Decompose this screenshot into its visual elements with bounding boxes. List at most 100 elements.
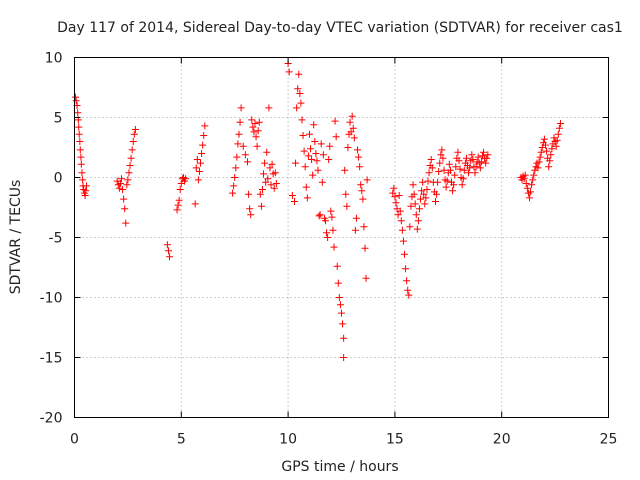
data-point [437, 151, 445, 159]
data-point [200, 132, 208, 139]
data-point [326, 142, 334, 150]
data-point [313, 157, 321, 165]
data-point [316, 211, 324, 219]
data-point [74, 109, 82, 117]
data-point [314, 166, 322, 174]
data-point [446, 166, 454, 174]
data-point [459, 175, 467, 183]
data-point [310, 121, 318, 129]
data-point [428, 164, 436, 172]
data-point [232, 164, 240, 172]
data-point [78, 169, 86, 177]
data-point [349, 124, 357, 132]
x-tick-label: 15 [386, 432, 404, 448]
data-point [483, 154, 491, 162]
data-point [438, 146, 446, 154]
data-point [523, 184, 531, 192]
x-tick-label: 10 [279, 432, 297, 448]
data-point [346, 118, 354, 126]
data-point [407, 202, 415, 210]
data-point [309, 171, 317, 179]
data-point [348, 112, 356, 120]
data-point [338, 309, 345, 317]
data-point [234, 140, 242, 148]
y-tick-label: 10 [45, 51, 63, 67]
data-point [392, 199, 400, 207]
data-point [122, 219, 130, 227]
data-point [344, 144, 352, 151]
data-point [396, 207, 404, 215]
data-point [468, 151, 476, 159]
data-point [120, 195, 128, 203]
data-point [124, 176, 132, 184]
data-point [229, 189, 237, 197]
data-point [423, 186, 431, 193]
data-point [192, 164, 200, 172]
data-point [356, 163, 364, 171]
data-point [433, 190, 441, 198]
data-point [394, 211, 402, 219]
data-point [398, 226, 406, 234]
data-point [321, 217, 329, 225]
data-point [117, 175, 125, 183]
data-point [417, 195, 425, 203]
data-point [176, 186, 184, 193]
data-point [529, 176, 537, 184]
data-point [329, 226, 337, 234]
data-point [543, 147, 551, 155]
data-point [450, 181, 458, 189]
series-arc-8 [389, 146, 492, 299]
data-point [246, 205, 254, 213]
data-point [548, 145, 556, 153]
y-tick-label: -20 [40, 411, 63, 427]
data-point [195, 168, 203, 175]
data-point [341, 166, 349, 174]
data-point [77, 153, 85, 161]
data-point [75, 130, 83, 138]
data-point [163, 241, 171, 249]
data-point [522, 180, 530, 187]
data-points [72, 60, 564, 361]
data-point [443, 177, 451, 185]
data-point [312, 150, 320, 157]
data-point [351, 226, 359, 234]
data-point [325, 156, 333, 163]
data-point [299, 132, 307, 139]
data-point [303, 194, 311, 202]
data-point [342, 190, 350, 198]
data-point [252, 133, 260, 141]
data-point [307, 145, 315, 153]
data-point [460, 166, 468, 174]
data-point [319, 151, 327, 159]
data-point [241, 151, 249, 159]
y-tick-label: -5 [49, 231, 63, 247]
data-point [257, 202, 265, 210]
data-point [270, 184, 278, 192]
data-point [434, 178, 442, 186]
data-point [76, 138, 84, 145]
data-point [556, 120, 564, 127]
data-point [390, 184, 398, 192]
data-point [239, 142, 247, 150]
data-point [121, 205, 129, 213]
data-point [268, 160, 276, 168]
data-point [285, 68, 293, 76]
data-point [293, 104, 301, 112]
data-point [476, 164, 484, 172]
data-point [554, 130, 562, 138]
data-point [198, 150, 206, 157]
series-arc-2 [113, 126, 139, 227]
data-point [166, 253, 174, 261]
data-point [115, 184, 123, 192]
data-point [414, 217, 422, 225]
data-point [474, 153, 482, 161]
data-point [462, 154, 470, 162]
data-point [258, 186, 266, 193]
data-point [427, 156, 435, 163]
data-point [305, 130, 313, 138]
data-point [251, 120, 259, 127]
data-point [359, 195, 367, 203]
series-arc-9 [517, 120, 564, 202]
data-point [245, 190, 253, 198]
data-point [126, 162, 134, 169]
